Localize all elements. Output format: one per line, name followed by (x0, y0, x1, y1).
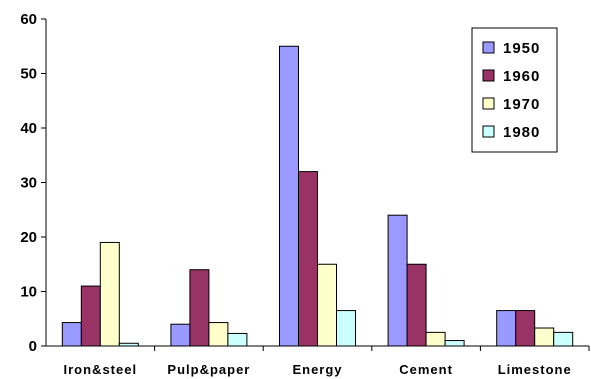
bar-limestone-1960 (515, 310, 536, 347)
bar-pulp-paper-1980 (227, 332, 248, 347)
bar-energy-1960 (298, 171, 318, 347)
bar-iron-steel-1960 (80, 285, 101, 347)
x-category-label: Energy (292, 362, 342, 377)
x-category-label: Limestone (498, 362, 572, 377)
bar-pulp-paper-1970 (208, 322, 229, 347)
legend-swatch-1970 (482, 97, 495, 110)
bar-limestone-1950 (496, 310, 517, 347)
legend-swatch-1980 (482, 125, 495, 138)
bar-iron-steel-1970 (99, 241, 120, 347)
x-category-label: Iron&steel (64, 362, 138, 377)
bar-pulp-paper-1950 (170, 323, 191, 347)
bar-limestone-1970 (534, 327, 555, 347)
legend-label: 1950 (503, 40, 540, 57)
y-tick-label: 30 (20, 175, 37, 192)
legend: 1950 1960 1970 1980 (471, 27, 558, 153)
y-tick-label: 20 (20, 229, 37, 246)
y-tick-label: 0 (29, 338, 37, 355)
bar-pulp-paper-1960 (189, 269, 210, 347)
legend-label: 1970 (503, 96, 540, 113)
bars-layer (61, 45, 574, 347)
legend-swatch-1960 (482, 69, 495, 82)
y-tick-label: 50 (20, 66, 37, 83)
legend-swatch-1950 (482, 41, 495, 54)
x-category-label: Pulp&paper (167, 362, 250, 377)
bar-cement-1960 (406, 263, 427, 347)
bar-limestone-1980 (553, 331, 574, 347)
y-tick-label: 60 (20, 11, 37, 28)
axes-layer: 0 10 20 30 40 50 60 Iron&steel Pulp&paper Energy C… (20, 11, 590, 377)
bar-energy-1970 (317, 263, 337, 347)
bar-iron-steel-1950 (61, 322, 82, 347)
x-category-label: Cement (399, 362, 453, 377)
bar-energy-1950 (279, 45, 299, 347)
bar-cement-1980 (444, 340, 465, 347)
legend-label: 1960 (503, 68, 540, 85)
bar-energy-1980 (336, 310, 356, 347)
y-tick-label: 40 (20, 120, 37, 137)
bar-cement-1970 (425, 331, 446, 347)
legend-label: 1980 (503, 124, 540, 141)
y-tick-label: 10 (20, 284, 37, 301)
bar-cement-1950 (387, 214, 408, 347)
